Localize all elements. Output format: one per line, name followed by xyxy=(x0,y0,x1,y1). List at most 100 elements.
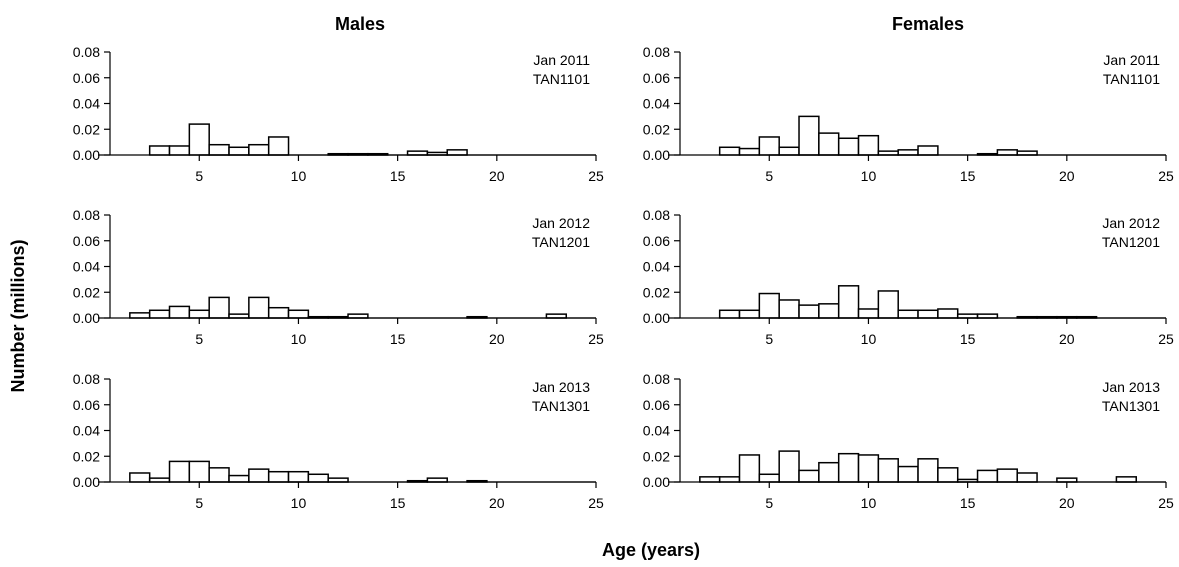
x-tick-label: 25 xyxy=(588,331,604,347)
bar-age-10 xyxy=(857,454,880,483)
bar-age-9 xyxy=(267,306,290,319)
column-title-males: Males xyxy=(335,14,385,34)
y-tick-label: 0.00 xyxy=(643,310,670,326)
y-tick-label: 0.00 xyxy=(643,474,670,490)
bar-age-13 xyxy=(917,309,939,319)
bar-age-8 xyxy=(248,468,270,483)
bar-age-12 xyxy=(897,309,919,319)
bar-age-11 xyxy=(307,473,329,483)
bar-age-4 xyxy=(168,305,191,319)
bar-age-8 xyxy=(818,461,840,483)
bar-age-3 xyxy=(718,146,741,156)
x-tick-label: 5 xyxy=(765,331,773,347)
x-tick-label: 25 xyxy=(1158,331,1174,347)
y-tick-label: 0.04 xyxy=(73,259,100,275)
survey-date: Jan 2013 xyxy=(532,379,590,395)
y-tick-label: 0.02 xyxy=(73,284,100,300)
bar-age-9 xyxy=(837,137,860,156)
survey-date: Jan 2012 xyxy=(532,215,590,231)
bar-age-6 xyxy=(208,143,230,156)
bar-age-14 xyxy=(937,467,959,483)
bar-age-7 xyxy=(228,474,250,483)
y-tick-label: 0.06 xyxy=(73,70,100,86)
y-tick-label: 0.00 xyxy=(73,474,100,490)
bar-age-9 xyxy=(267,136,290,156)
column-title-females: Females xyxy=(892,14,964,34)
bar-age-14 xyxy=(937,308,959,319)
x-tick-label: 20 xyxy=(1059,331,1075,347)
bar-age-10 xyxy=(287,309,310,319)
bar-age-2 xyxy=(129,312,151,319)
bar-age-4 xyxy=(738,454,761,483)
y-tick-label: 0.08 xyxy=(73,371,100,387)
trip-code: TAN1101 xyxy=(1103,71,1160,87)
x-tick-label: 5 xyxy=(765,495,773,511)
panel-males-3: 0.00 0.02 0.04 0.06 0.08 5 10 15 20 25 Jan 2013 TAN… xyxy=(73,371,604,511)
bar-age-6 xyxy=(778,450,800,483)
bar-age-13 xyxy=(917,145,939,156)
bar-age-9 xyxy=(267,470,290,483)
x-tick-label: 15 xyxy=(960,495,976,511)
x-tick-label: 15 xyxy=(390,495,406,511)
bar-age-5 xyxy=(758,136,780,156)
survey-date: Jan 2012 xyxy=(1102,215,1160,231)
y-tick-label: 0.08 xyxy=(643,44,670,60)
bar-age-18 xyxy=(446,149,468,156)
bar-age-8 xyxy=(818,303,840,319)
y-tick-label: 0.04 xyxy=(73,96,100,112)
x-tick-label: 15 xyxy=(390,168,406,184)
x-tick-label: 20 xyxy=(489,495,505,511)
x-tick-label: 15 xyxy=(960,331,976,347)
bar-age-7 xyxy=(798,115,820,156)
y-tick-label: 0.08 xyxy=(73,44,100,60)
bar-age-7 xyxy=(798,304,820,319)
bar-age-13 xyxy=(917,458,939,483)
y-axis-label: Number (millions) xyxy=(8,239,28,392)
bar-age-11 xyxy=(877,458,899,483)
x-tick-label: 20 xyxy=(489,168,505,184)
x-tick-label: 5 xyxy=(195,331,203,347)
bar-age-6 xyxy=(778,146,800,156)
y-tick-label: 0.06 xyxy=(643,70,670,86)
x-tick-label: 25 xyxy=(1158,168,1174,184)
y-tick-label: 0.06 xyxy=(73,233,100,249)
bar-age-9 xyxy=(837,452,860,483)
panel-males-2: 0.00 0.02 0.04 0.06 0.08 5 10 15 20 25 Jan 2012 TAN… xyxy=(73,207,604,347)
y-tick-label: 0.00 xyxy=(73,310,100,326)
bar-age-4 xyxy=(168,460,191,483)
survey-date: Jan 2013 xyxy=(1102,379,1160,395)
x-tick-label: 10 xyxy=(861,331,877,347)
bar-age-5 xyxy=(758,292,780,319)
x-tick-label: 15 xyxy=(390,331,406,347)
bar-age-11 xyxy=(877,290,899,319)
bar-age-8 xyxy=(248,296,270,319)
x-tick-label: 25 xyxy=(588,495,604,511)
trip-code: TAN1201 xyxy=(532,234,590,250)
y-tick-label: 0.00 xyxy=(643,147,670,163)
bar-age-6 xyxy=(208,296,230,319)
y-tick-label: 0.02 xyxy=(73,121,100,137)
x-tick-label: 20 xyxy=(1059,168,1075,184)
bar-age-3 xyxy=(148,309,171,319)
bar-age-8 xyxy=(248,143,270,156)
x-axis-label: Age (years) xyxy=(602,540,700,560)
trip-code: TAN1301 xyxy=(532,398,590,414)
y-tick-label: 0.06 xyxy=(643,397,670,413)
x-tick-label: 10 xyxy=(291,495,307,511)
bar-age-4 xyxy=(168,145,191,156)
y-tick-label: 0.06 xyxy=(643,233,670,249)
bar-age-5 xyxy=(188,309,210,319)
bar-age-17 xyxy=(996,149,1018,156)
x-tick-label: 20 xyxy=(489,331,505,347)
bar-age-3 xyxy=(718,476,741,483)
panel-females-2: 0.00 0.02 0.04 0.06 0.08 5 10 15 20 25 Jan 2012 TAN… xyxy=(643,207,1174,347)
y-tick-label: 0.02 xyxy=(643,284,670,300)
y-tick-label: 0.08 xyxy=(73,207,100,223)
y-tick-label: 0.06 xyxy=(73,397,100,413)
trip-code: TAN1101 xyxy=(533,71,590,87)
bar-age-17 xyxy=(996,468,1018,483)
x-tick-label: 25 xyxy=(588,168,604,184)
survey-date: Jan 2011 xyxy=(533,52,590,68)
x-tick-label: 25 xyxy=(1158,495,1174,511)
